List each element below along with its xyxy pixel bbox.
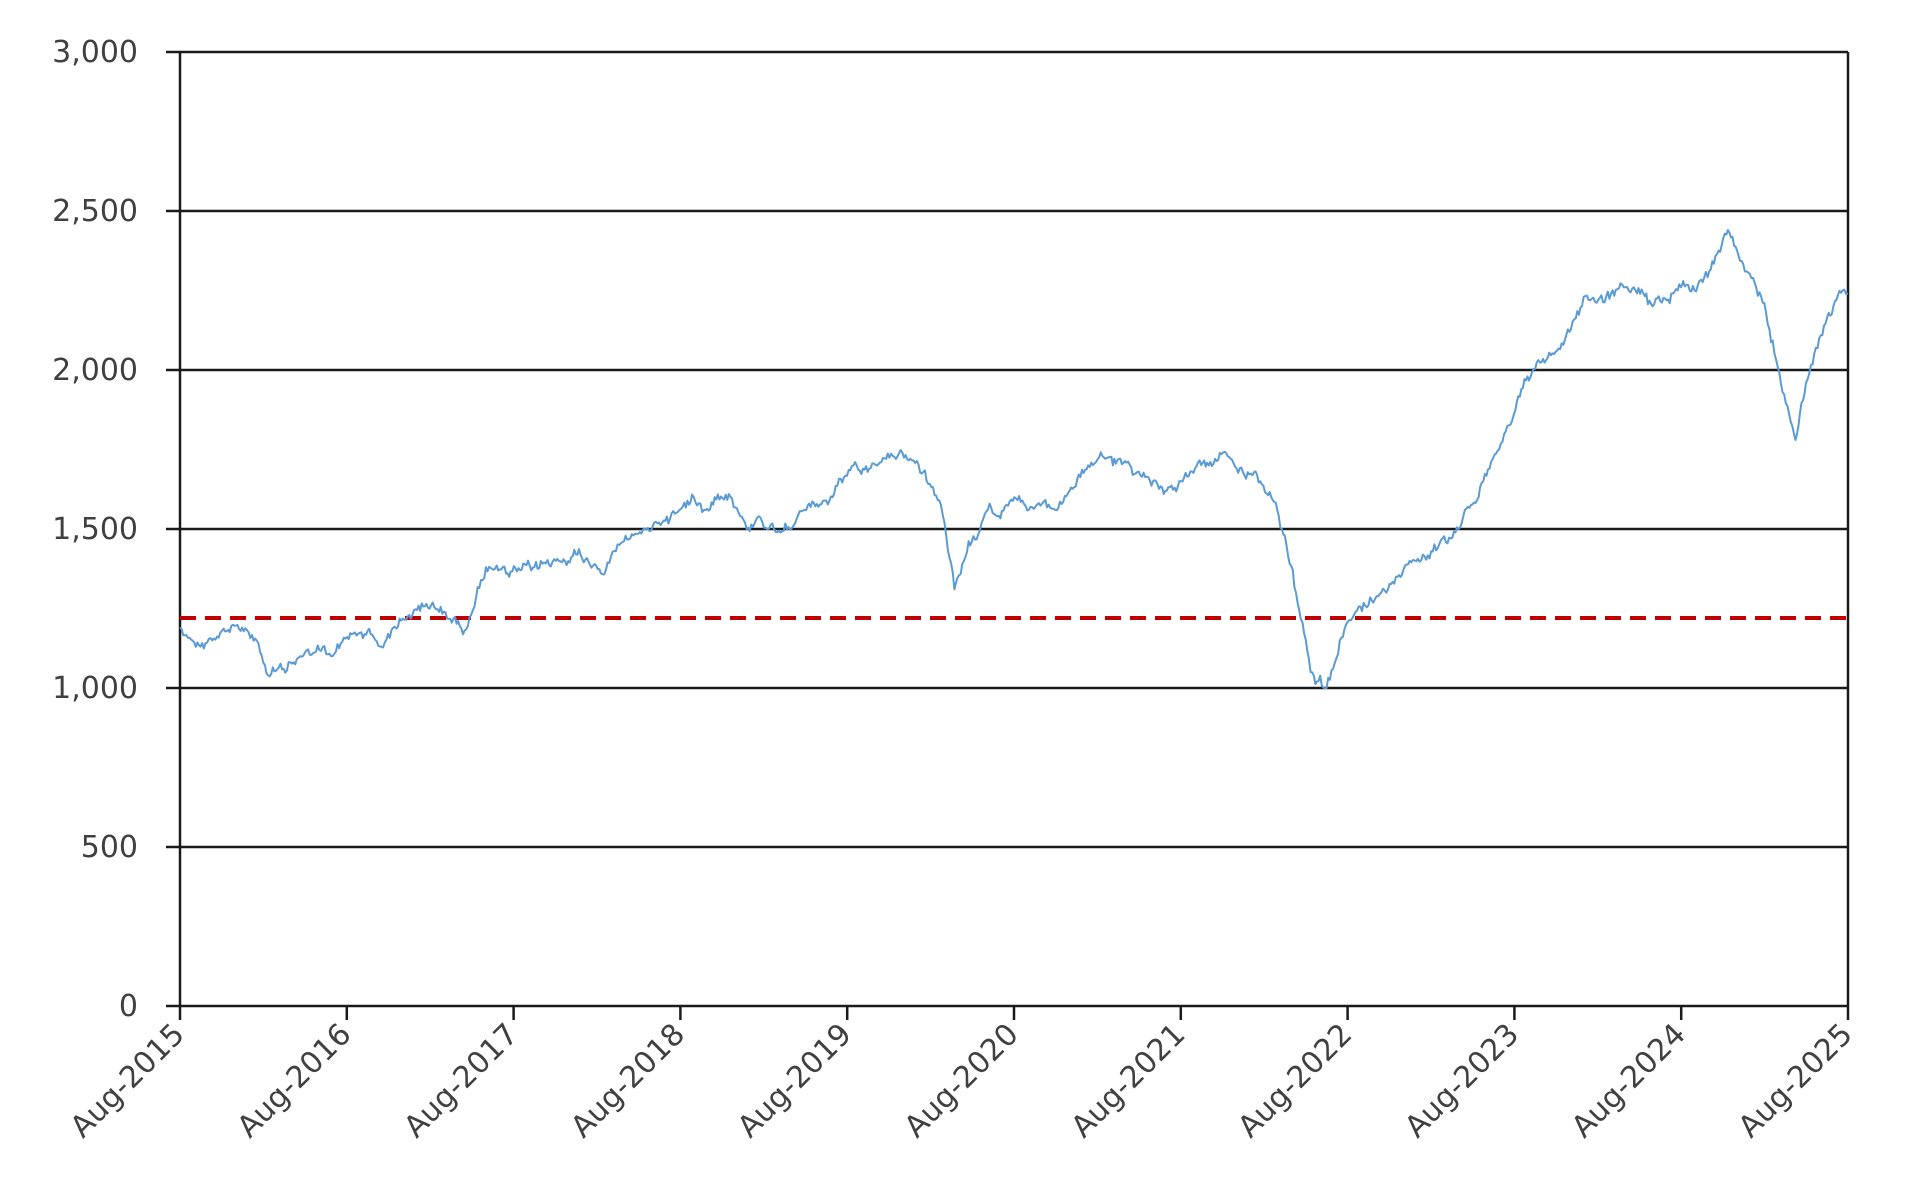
plot-frame — [178, 52, 1850, 1008]
x-tick-label: Aug-2018 — [564, 1017, 692, 1145]
x-tick-label: Aug-2017 — [397, 1017, 525, 1145]
x-axis: Aug-2015 Aug-2016 Aug-2017 Aug-2018 Aug-2019… — [64, 1006, 1860, 1145]
x-tick-label: Aug-2023 — [1398, 1017, 1526, 1145]
x-tick-label: Aug-2019 — [731, 1017, 859, 1145]
y-tick-label: 1,000 — [52, 671, 138, 706]
x-tick-label: Aug-2024 — [1565, 1017, 1693, 1145]
x-tick-label: Aug-2021 — [1065, 1017, 1193, 1145]
series-layer — [179, 229, 1849, 690]
y-tick-label: 0 — [119, 989, 138, 1024]
x-tick-label: Aug-2015 — [64, 1017, 192, 1145]
gridlines — [180, 50, 1848, 849]
x-tick-label: Aug-2025 — [1732, 1017, 1860, 1145]
y-tick-label: 2,000 — [52, 353, 138, 388]
series-line-0 — [179, 229, 1849, 690]
y-tick-label: 3,000 — [52, 35, 138, 70]
y-tick-label: 1,500 — [52, 512, 138, 547]
y-tick-label: 500 — [81, 830, 138, 865]
x-tick-label: Aug-2022 — [1231, 1017, 1359, 1145]
y-axis-tick-labels: 0 500 1,000 1,500 2,000 2,500 3,000 — [52, 35, 180, 1024]
y-tick-label: 2,500 — [52, 194, 138, 229]
x-tick-label: Aug-2020 — [898, 1017, 1026, 1145]
x-tick-label: Aug-2016 — [231, 1017, 359, 1145]
